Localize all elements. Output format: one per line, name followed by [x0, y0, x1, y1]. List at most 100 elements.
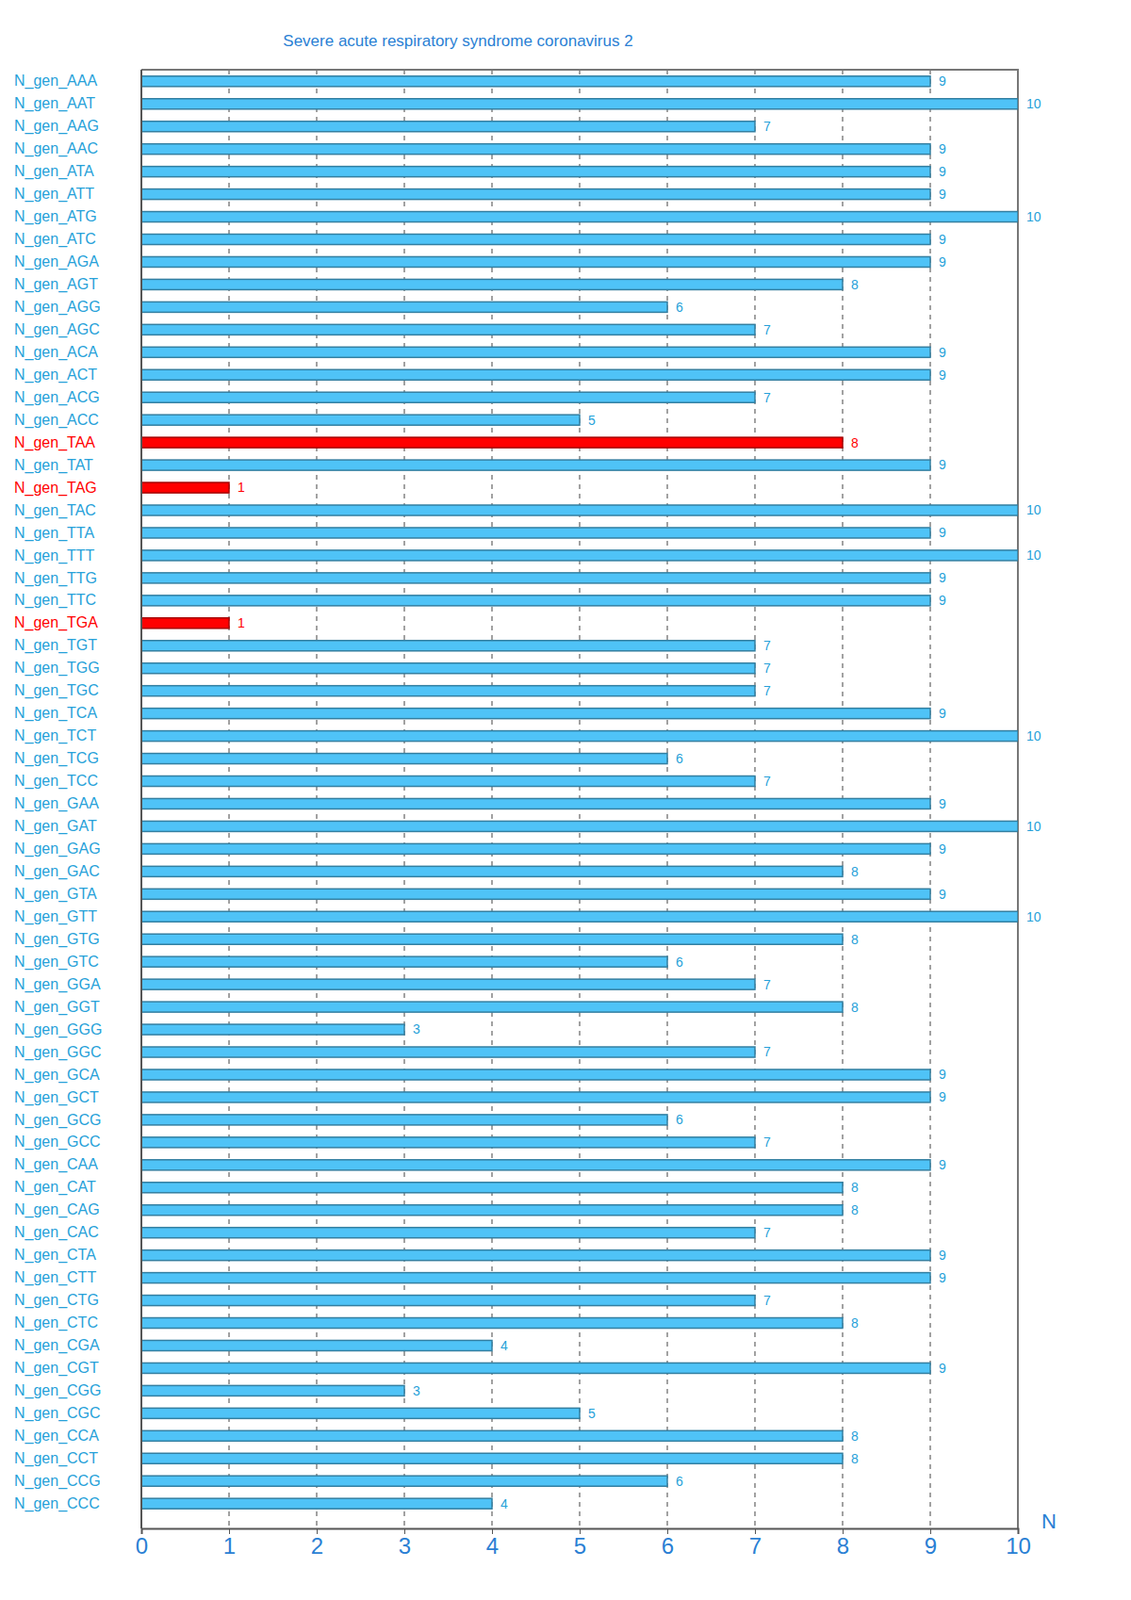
y-tick: N_gen_AAG	[14, 117, 142, 135]
data-label: 8	[851, 1428, 859, 1444]
data-label: 5	[588, 1406, 596, 1422]
bar	[141, 1408, 580, 1419]
y-tick-label: N_gen_GGG	[14, 1021, 102, 1039]
y-tick: N_gen_GCG	[14, 1112, 142, 1130]
y-tick-label: N_gen_GGA	[14, 976, 101, 994]
y-tick: N_gen_ATT	[14, 185, 142, 203]
y-tick: N_gen_ATA	[14, 163, 142, 181]
y-tick-label: N_gen_GGC	[14, 1044, 102, 1062]
y-tick-label: N_gen_CAG	[14, 1201, 100, 1219]
data-label: 7	[763, 638, 771, 654]
bar	[141, 1228, 755, 1239]
data-label: 6	[675, 1474, 684, 1490]
bar	[141, 686, 755, 697]
data-label: 9	[938, 1066, 947, 1082]
data-label: 7	[763, 660, 771, 676]
y-tick-label: N_gen_TTG	[14, 570, 98, 588]
bar	[141, 1273, 931, 1284]
y-tick-label: N_gen_ACG	[14, 389, 100, 407]
bar	[141, 459, 931, 471]
y-tick-label: N_gen_TTC	[14, 591, 97, 609]
y-tick: N_gen_GAA	[14, 795, 142, 813]
y-tick: N_gen_ACC	[14, 411, 142, 429]
y-tick: N_gen_CGC	[14, 1405, 142, 1423]
y-tick-label: N_gen_CCT	[14, 1450, 99, 1468]
data-label: 8	[851, 1451, 859, 1467]
bar	[141, 1295, 755, 1307]
x-tick: 6	[661, 1528, 674, 1559]
data-label: 8	[851, 1202, 859, 1218]
y-tick: N_gen_AAC	[14, 140, 142, 158]
data-labels: 9107999109986799758911091099177791067910…	[237, 73, 1042, 1511]
y-tick-label: N_gen_GCG	[14, 1112, 102, 1130]
x-axis-title: N	[1041, 1509, 1057, 1534]
bar	[141, 437, 843, 448]
bar	[141, 1205, 843, 1216]
x-tick: 0	[135, 1528, 148, 1559]
y-tick: N_gen_AAA	[14, 72, 142, 90]
data-label: 10	[1026, 96, 1042, 112]
bar	[141, 1362, 931, 1374]
x-tick: 4	[486, 1528, 499, 1559]
bar	[141, 166, 931, 178]
y-tick-label: N_gen_GAC	[14, 863, 100, 881]
y-tick: N_gen_CTC	[14, 1314, 142, 1332]
x-tick-label: 2	[311, 1533, 324, 1559]
data-label: 9	[938, 141, 947, 157]
y-tick-label: N_gen_CTG	[14, 1292, 99, 1310]
data-label: 9	[938, 186, 947, 202]
y-tick: N_gen_ATG	[14, 208, 142, 226]
y-tick-label: N_gen_TCC	[14, 772, 99, 790]
y-tick: N_gen_CCG	[14, 1473, 142, 1491]
y-tick-label: N_gen_AGG	[14, 298, 101, 316]
data-label: 9	[938, 524, 947, 541]
data-label: 7	[763, 977, 771, 993]
grid	[141, 69, 1018, 1529]
bar	[141, 550, 1018, 561]
y-tick-label: N_gen_TAA	[14, 434, 96, 452]
y-tick-label: N_gen_CTA	[14, 1246, 97, 1264]
y-tick: N_gen_TTC	[14, 591, 142, 609]
y-tick-label: N_gen_CGG	[14, 1382, 102, 1400]
y-tick: N_gen_CCC	[14, 1495, 142, 1513]
bar	[141, 573, 931, 584]
data-label: 9	[938, 592, 947, 608]
bar	[141, 482, 230, 493]
data-label: 9	[938, 457, 947, 473]
y-tick-label: N_gen_ACC	[14, 411, 99, 429]
title: Severe acute respiratory syndrome corona…	[282, 32, 633, 50]
y-tick-label: N_gen_GTG	[14, 931, 100, 949]
data-label: 8	[851, 277, 859, 293]
y-tick-label: N_gen_CAA	[14, 1156, 99, 1174]
bar	[141, 301, 668, 312]
y-tick: N_gen_AAT	[14, 95, 142, 113]
y-tick: N_gen_TAA	[14, 434, 142, 452]
bar	[141, 1453, 843, 1464]
y-tick: N_gen_GGG	[14, 1021, 142, 1039]
x-tick: 3	[398, 1528, 411, 1559]
y-tick: N_gen_CAC	[14, 1224, 142, 1242]
y-tick-label: N_gen_TCG	[14, 750, 99, 768]
bar	[141, 1498, 492, 1509]
x-tick-label: 3	[398, 1533, 411, 1559]
y-tick-label: N_gen_TGC	[14, 682, 99, 700]
data-label: 4	[500, 1338, 509, 1354]
bar	[141, 731, 1018, 742]
bar	[141, 911, 1018, 922]
data-label: 9	[938, 163, 947, 180]
bar	[141, 256, 931, 267]
bar	[141, 1114, 668, 1126]
data-label: 8	[851, 932, 859, 948]
x-tick: 10	[1005, 1528, 1032, 1559]
y-tick-label: N_gen_ATT	[14, 185, 95, 203]
data-label: 9	[938, 1157, 947, 1173]
data-label: 5	[588, 412, 596, 428]
y-tick-label: N_gen_CGA	[14, 1337, 100, 1355]
data-label: 7	[763, 1044, 771, 1060]
y-tick-label: N_gen_GTT	[14, 908, 98, 926]
y-tick: N_gen_GGC	[14, 1044, 142, 1062]
y-tick-label: N_gen_CTT	[14, 1269, 97, 1287]
y-tick: N_gen_CTT	[14, 1269, 142, 1287]
y-tick: N_gen_AGC	[14, 321, 142, 339]
y-tick: N_gen_TAG	[14, 479, 142, 497]
